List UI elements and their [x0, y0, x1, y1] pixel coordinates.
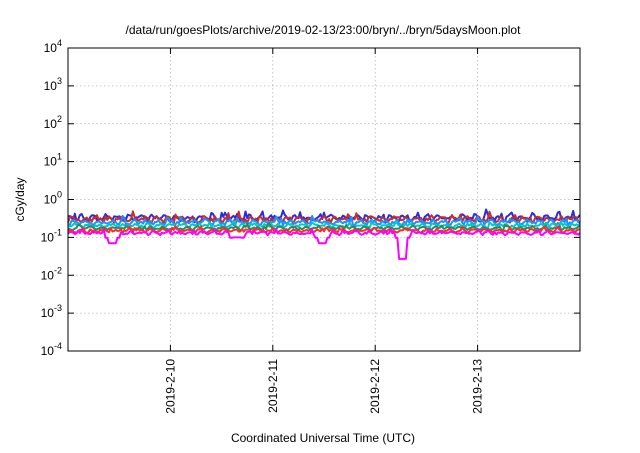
chart-title: /data/run/goesPlots/archive/2019-02-13/2…: [126, 23, 522, 37]
y-tick-label: 100: [44, 190, 62, 207]
y-tick-exponent: -2: [54, 265, 62, 275]
y-tick-exponent: 1: [57, 152, 62, 162]
y-tick-label: 10-2: [41, 265, 62, 282]
y-tick-base: 10: [41, 268, 55, 282]
grid: [68, 48, 580, 351]
series-line: [67, 228, 581, 260]
ticks: [68, 47, 580, 352]
y-tick-base: 10: [44, 117, 58, 131]
series-line: [68, 208, 581, 224]
y-tick-exponent: -1: [54, 227, 62, 237]
y-tick-base: 10: [41, 230, 55, 244]
x-tick-labels: 2019-2-10 2019-2-11 2019-2-12 2019-2-13: [163, 359, 484, 414]
y-tick-label: 104: [44, 38, 62, 55]
y-tick-base: 10: [44, 193, 58, 207]
y-tick-label: 102: [44, 114, 62, 131]
series-layer: [67, 208, 581, 260]
y-tick-exponent: -4: [54, 341, 62, 351]
y-tick-exponent: 0: [57, 190, 62, 200]
y-tick-base: 10: [41, 306, 55, 320]
x-axis-label: Coordinated Universal Time (UTC): [231, 431, 415, 445]
x-tick-label: 2019-2-13: [471, 359, 485, 414]
x-tick-label: 2019-2-10: [163, 359, 177, 414]
y-tick-base: 10: [44, 79, 58, 93]
y-tick-label: 10-4: [41, 341, 62, 358]
y-tick-label: 10-3: [41, 303, 62, 320]
y-axis-label: cGy/day: [13, 177, 27, 221]
y-tick-exponent: -3: [54, 303, 62, 313]
x-tick-label: 2019-2-12: [368, 359, 382, 414]
y-tick-base: 10: [44, 41, 58, 55]
y-tick-label: 103: [44, 76, 62, 93]
y-tick-exponent: 2: [57, 114, 62, 124]
y-tick-label: 101: [44, 152, 62, 169]
x-tick-label: 2019-2-11: [266, 359, 280, 413]
y-tick-base: 10: [44, 155, 58, 169]
y-tick-exponent: 3: [57, 76, 62, 86]
y-tick-label: 10-1: [41, 227, 62, 244]
y-tick-exponent: 4: [57, 38, 62, 48]
y-tick-base: 10: [41, 344, 55, 358]
